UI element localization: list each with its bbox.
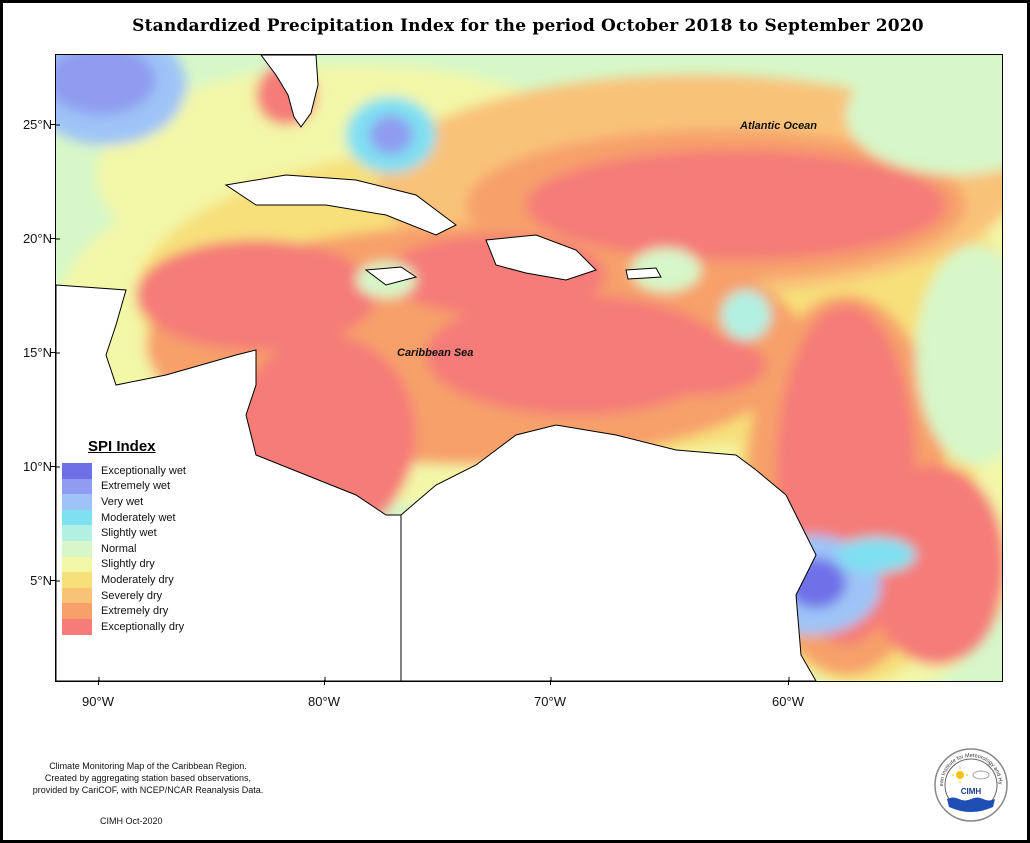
legend-label: Moderately dry xyxy=(101,573,174,586)
cimh-logo: Caribbean Institute for Meteorology and … xyxy=(933,747,1008,822)
legend-item: Exceptionally wet xyxy=(62,463,200,479)
legend-label: Slightly dry xyxy=(101,558,155,571)
legend-label: Extremely wet xyxy=(101,480,171,493)
lon-tick xyxy=(550,680,551,685)
cuba xyxy=(224,174,457,236)
map-title: Standardized Precipitation Index for the… xyxy=(132,16,924,36)
hispaniola xyxy=(485,234,597,281)
credit-line-3: provided by CariCOF, with NCEP/NCAR Rean… xyxy=(32,785,264,795)
map-credit: Climate Monitoring Map of the Caribbean … xyxy=(28,760,268,796)
legend-swatch xyxy=(62,525,92,541)
jamaica xyxy=(364,266,418,286)
label-atlantic-ocean: Atlantic Ocean xyxy=(740,120,818,132)
legend-label: Slightly wet xyxy=(101,527,157,540)
legend-label: Extremely dry xyxy=(101,605,169,618)
lat-label-15n: 15°N xyxy=(22,345,52,360)
lat-label-5n: 5°N xyxy=(30,573,52,588)
legend-item: Slightly dry xyxy=(62,556,200,573)
lat-tick xyxy=(50,580,55,581)
legend-swatch xyxy=(62,603,92,619)
legend-swatch xyxy=(62,587,92,604)
legend-item: Moderately wet xyxy=(62,509,200,526)
south-america xyxy=(400,424,817,681)
lon-label-60w: 60°W xyxy=(772,694,804,709)
spi-map-svg xyxy=(56,55,1002,681)
legend-item: Normal xyxy=(62,540,200,557)
lon-tick xyxy=(324,680,325,685)
legend-item: Moderately dry xyxy=(62,572,200,588)
legend-item: Extremely dry xyxy=(62,603,200,619)
legend-swatch xyxy=(62,556,92,573)
puerto-rico xyxy=(625,267,662,280)
lat-label-25n: 25°N xyxy=(22,117,52,132)
map-graticule-ticks xyxy=(56,124,790,681)
legend-item: Severely dry xyxy=(62,587,200,604)
legend-swatch xyxy=(62,463,92,479)
lat-tick xyxy=(50,466,55,467)
lat-tick xyxy=(50,238,55,239)
legend-item: Very wet xyxy=(62,494,200,510)
legend-swatch xyxy=(62,572,92,588)
lat-label-20n: 20°N xyxy=(22,231,52,246)
legend-label: Normal xyxy=(101,542,137,555)
wave-icon xyxy=(947,797,995,812)
legend-items: Exceptionally wet Extremely wet Very wet Mo… xyxy=(62,463,200,635)
legend-label: Exceptionally wet xyxy=(101,464,186,477)
florida xyxy=(260,55,319,128)
sun-icon xyxy=(956,771,964,779)
legend-swatch xyxy=(62,478,92,495)
label-caribbean-sea: Caribbean Sea xyxy=(397,347,474,359)
spi-map xyxy=(55,54,1003,682)
legend-item: Extremely wet xyxy=(62,478,200,495)
credit-line-2: Created by aggregating station based obs… xyxy=(44,773,252,783)
lon-label-90w: 90°W xyxy=(82,694,114,709)
legend-label: Severely dry xyxy=(101,589,163,602)
footer-id: CIMH Oct-2020 xyxy=(100,816,163,826)
legend-label: Moderately wet xyxy=(101,511,176,524)
legend-item: Exceptionally dry xyxy=(62,618,200,635)
legend-swatch xyxy=(62,494,92,510)
legend-swatch xyxy=(62,540,92,557)
credit-line-1: Climate Monitoring Map of the Caribbean … xyxy=(49,761,247,771)
legend-label: Very wet xyxy=(101,495,144,508)
landmass xyxy=(56,55,817,681)
lon-tick xyxy=(788,680,789,685)
legend-swatch xyxy=(62,618,92,635)
logo-abbr: CIMH xyxy=(961,787,982,796)
lon-label-70w: 70°W xyxy=(534,694,566,709)
lon-label-80w: 80°W xyxy=(308,694,340,709)
legend-swatch xyxy=(62,509,92,526)
lon-tick xyxy=(98,680,99,685)
legend-label: Exceptionally dry xyxy=(101,620,185,633)
lat-tick xyxy=(50,352,55,353)
lat-tick xyxy=(50,124,55,125)
lat-label-10n: 10°N xyxy=(22,459,52,474)
spi-legend: SPI Index Exceptionally wet Extremely wet… xyxy=(62,438,200,635)
legend-item: Slightly wet xyxy=(62,525,200,541)
legend-title: SPI Index xyxy=(88,438,156,455)
cloud-icon xyxy=(972,770,990,780)
